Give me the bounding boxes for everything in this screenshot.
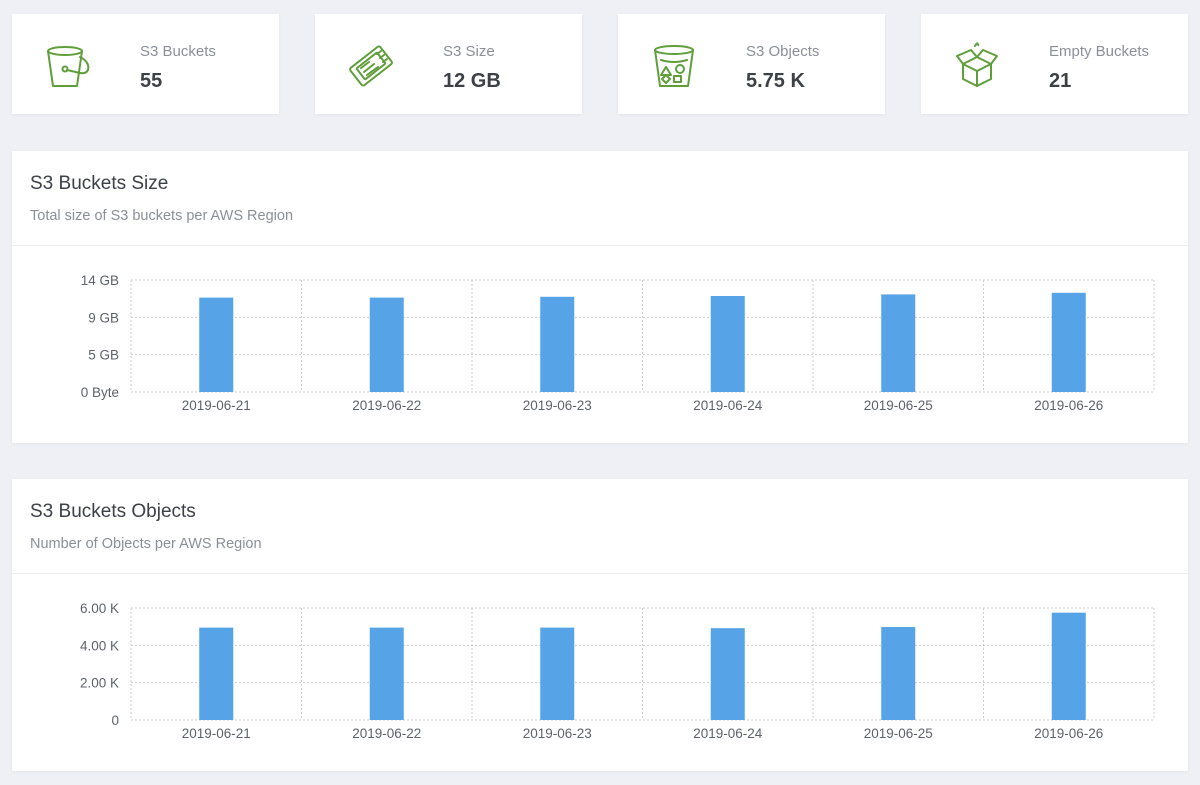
x-tick-label: 2019-06-25 [864, 398, 933, 413]
panel-s3-buckets-size: S3 Buckets Size Total size of S3 buckets… [12, 151, 1188, 443]
stat-card-s3-buckets[interactable]: S3 Buckets 55 [12, 14, 279, 114]
panel-subtitle: Number of Objects per AWS Region [30, 536, 262, 552]
x-tick-label: 2019-06-24 [693, 726, 763, 741]
divider [12, 245, 1188, 246]
bar[interactable] [881, 627, 916, 720]
y-tick-label: 5 GB [88, 348, 119, 363]
bar-chart-objects: 0 2.00 K 4.00 K 6.00 K 2019-06-21 2019-06-22 2… [80, 601, 1155, 741]
stat-label: S3 Objects [746, 43, 820, 60]
bar[interactable] [540, 627, 575, 720]
y-tick-label: 4.00 K [80, 638, 119, 653]
bar[interactable] [369, 297, 404, 392]
stat-value: 21 [1049, 70, 1072, 92]
bar[interactable] [1051, 292, 1086, 392]
x-tick-label: 2019-06-23 [523, 398, 592, 413]
bucket-icon [44, 42, 92, 90]
y-tick-label: 14 GB [81, 273, 119, 288]
stat-label: S3 Size [443, 43, 495, 60]
bar[interactable] [710, 296, 745, 392]
stat-label: S3 Buckets [140, 43, 216, 60]
open-box-icon [953, 42, 1001, 90]
stat-value: 12 GB [443, 70, 501, 92]
y-tick-label: 6.00 K [80, 601, 119, 616]
stat-card-s3-objects[interactable]: S3 Objects 5.75 K [618, 14, 885, 114]
stat-label: Empty Buckets [1049, 43, 1150, 60]
x-tick-label: 2019-06-24 [693, 398, 763, 413]
bar-chart-size: 0 Byte 5 GB 9 GB 14 GB 2019-06-21 2019-06-22 2… [81, 273, 1155, 413]
x-tick-label: 2019-06-25 [864, 726, 933, 741]
y-tick-label: 0 Byte [81, 385, 119, 400]
panel-title: S3 Buckets Objects [30, 501, 196, 522]
stat-value: 55 [140, 70, 163, 92]
stat-card-empty-buckets[interactable]: Empty Buckets 21 [921, 14, 1188, 114]
y-tick-label: 0 [111, 713, 119, 728]
bar[interactable] [540, 296, 575, 392]
bar[interactable] [881, 294, 916, 392]
stat-value: 5.75 K [746, 70, 805, 92]
stat-card-s3-size[interactable]: S3 Size 12 GB [315, 14, 582, 114]
bar[interactable] [199, 627, 234, 720]
storage-ticket-icon [347, 42, 395, 90]
x-tick-label: 2019-06-21 [182, 726, 251, 741]
x-tick-label: 2019-06-26 [1034, 398, 1103, 413]
divider [12, 573, 1188, 574]
bucket-objects-icon [650, 42, 698, 90]
bar[interactable] [710, 628, 745, 720]
panel-title: S3 Buckets Size [30, 173, 169, 194]
x-tick-label: 2019-06-22 [352, 726, 421, 741]
bar[interactable] [199, 297, 234, 392]
x-tick-label: 2019-06-23 [523, 726, 592, 741]
y-tick-label: 2.00 K [80, 676, 119, 691]
x-tick-label: 2019-06-26 [1034, 726, 1103, 741]
panel-s3-buckets-objects: S3 Buckets Objects Number of Objects per… [12, 479, 1188, 771]
x-tick-label: 2019-06-22 [352, 398, 421, 413]
y-tick-label: 9 GB [88, 310, 119, 325]
x-tick-label: 2019-06-21 [182, 398, 251, 413]
bar[interactable] [1051, 612, 1086, 720]
panel-subtitle: Total size of S3 buckets per AWS Region [30, 208, 294, 224]
bar[interactable] [369, 627, 404, 720]
